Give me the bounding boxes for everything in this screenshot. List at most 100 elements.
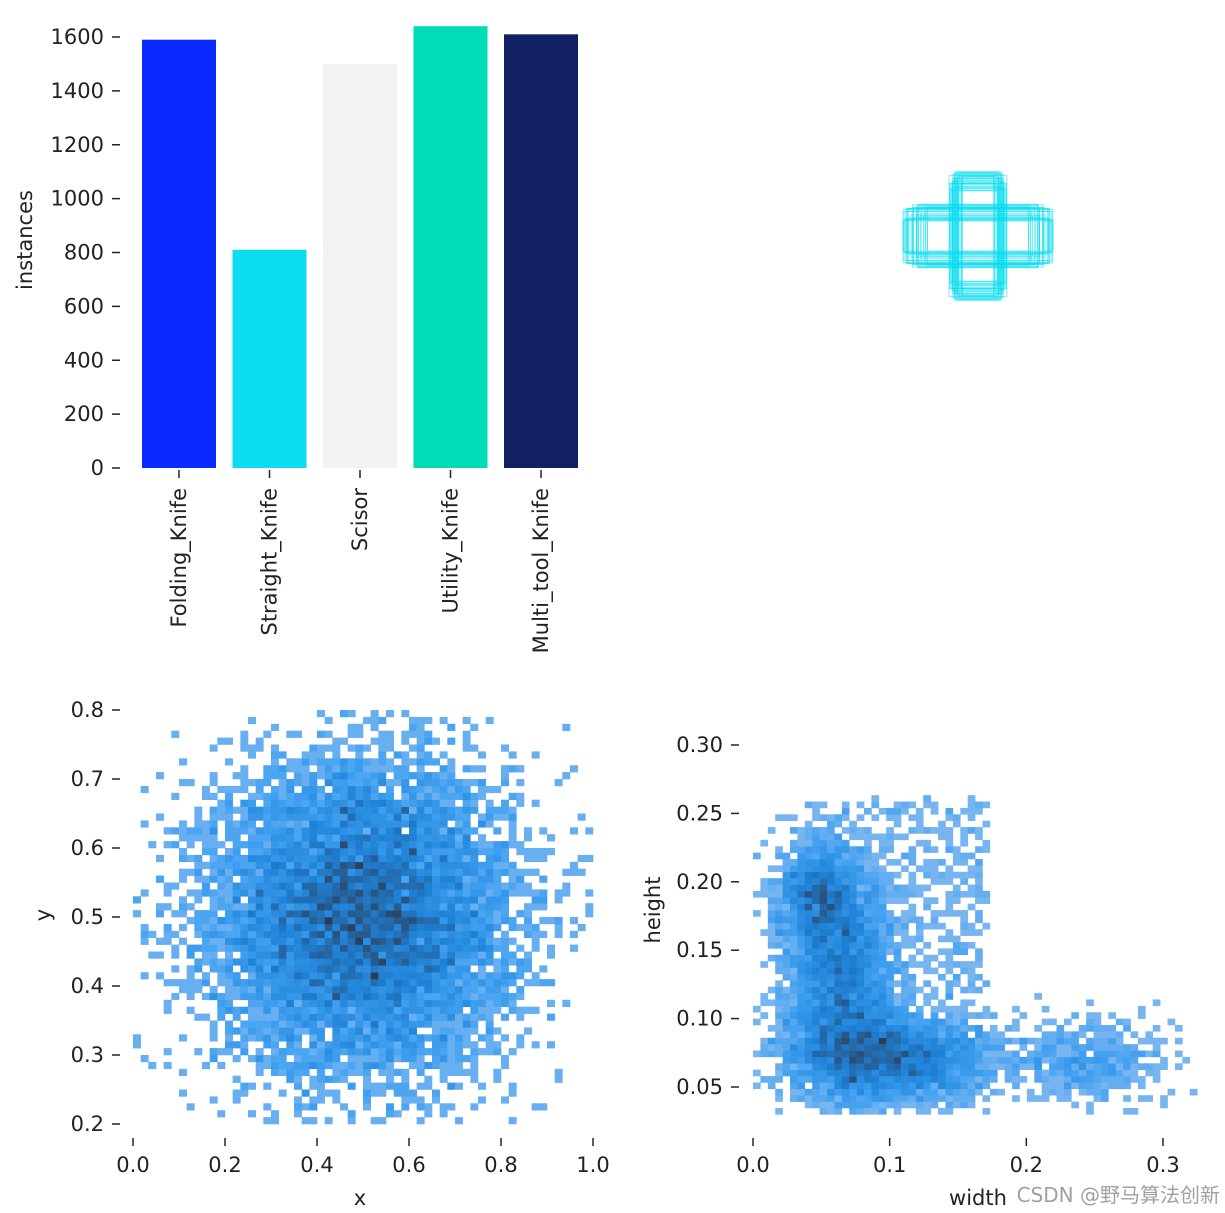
heatmap-cell	[340, 882, 348, 890]
heatmap-cell	[462, 827, 471, 835]
heatmap-cell	[908, 1056, 917, 1064]
heatmap-cell	[1071, 1063, 1080, 1070]
heatmap-cell	[493, 972, 502, 980]
heatmap-cell	[856, 929, 865, 936]
heatmap-cell	[370, 799, 379, 807]
heatmap-cell	[886, 916, 894, 924]
heatmap-cell	[901, 1044, 909, 1051]
heatmap-cell	[834, 1107, 843, 1115]
heatmap-cell	[217, 799, 226, 807]
heatmap-cell	[271, 930, 279, 938]
heatmap-cell	[263, 792, 272, 800]
heatmap-cell	[271, 972, 279, 980]
heatmap-cell	[416, 1096, 425, 1104]
heatmap-cell	[409, 868, 417, 876]
heatmap-cell	[393, 1048, 402, 1056]
heatmap-cell	[812, 929, 820, 936]
heatmap-cell	[455, 1020, 463, 1028]
heatmap-cell	[248, 1020, 256, 1028]
heatmap-cell	[1152, 1063, 1161, 1070]
heatmap-cell	[1012, 1076, 1020, 1083]
heatmap-cell	[782, 973, 791, 981]
heatmap-cell	[217, 785, 226, 794]
heatmap-cell	[271, 806, 279, 814]
heatmap-cell	[945, 1056, 954, 1064]
heatmap-cell	[864, 1037, 872, 1045]
heatmap-cell	[202, 1013, 210, 1021]
heatmap-cell	[393, 868, 402, 876]
heatmap-cell	[915, 1101, 924, 1109]
heatmap-cell	[841, 1088, 850, 1096]
heatmap-cell	[232, 937, 241, 945]
heatmap-cell	[856, 884, 865, 892]
heatmap-cell	[849, 910, 857, 917]
heatmap-cell	[263, 1006, 272, 1014]
heatmap-cell	[416, 958, 425, 966]
heatmap-cell	[470, 903, 479, 911]
heatmap-cell	[878, 839, 887, 847]
heatmap-cell	[508, 972, 517, 980]
heatmap-cell	[1108, 1063, 1117, 1070]
heatmap-cell	[554, 889, 563, 897]
heatmap-cell	[1123, 1095, 1131, 1102]
heatmap-cell	[797, 1018, 806, 1026]
heatmap-cell	[332, 903, 341, 911]
heatmap-cell	[782, 859, 791, 866]
heatmap-cell	[827, 993, 835, 1000]
heatmap-cell	[923, 961, 931, 968]
heatmap-cell	[886, 1044, 894, 1051]
heatmap-cell	[447, 999, 456, 1007]
heatmap-cell	[294, 944, 302, 952]
heatmap-cell	[209, 930, 218, 938]
heatmap-cell	[301, 751, 310, 759]
heatmap-cell	[871, 948, 880, 956]
heatmap-cell	[841, 884, 850, 892]
heatmap-cell	[524, 910, 532, 918]
heatmap-cell	[324, 965, 333, 973]
heatmap-cell	[886, 993, 894, 1000]
heatmap-cell	[967, 871, 976, 879]
heatmap-cell	[209, 820, 218, 828]
heatmap-cell	[140, 785, 149, 794]
heatmap-cell	[386, 854, 394, 863]
heatmap-cell	[355, 1055, 364, 1063]
heatmap-cell	[416, 868, 425, 876]
heatmap-cell	[263, 889, 272, 897]
heatmap-cell	[775, 1031, 783, 1039]
heatmap-cell	[493, 937, 502, 945]
heatmap-cell	[893, 1088, 902, 1096]
heatmap-cell	[363, 1034, 371, 1042]
heatmap-cell	[864, 922, 872, 930]
heatmap-cell	[301, 1048, 310, 1056]
heatmap-cell	[347, 772, 356, 780]
heatmap-cell	[240, 730, 249, 738]
heatmap-cell	[775, 865, 783, 873]
heatmap-cell	[255, 896, 264, 904]
heatmap-cell	[470, 792, 479, 800]
heatmap-cell	[930, 897, 939, 904]
heatmap-cell	[209, 958, 218, 966]
heatmap-cell	[485, 889, 494, 897]
heatmap-cell	[478, 972, 486, 980]
heatmap-cell	[462, 806, 471, 814]
heatmap-cell	[871, 1095, 880, 1102]
heatmap-cell	[952, 1101, 961, 1109]
heatmap-cell	[975, 846, 983, 853]
heatmap-cell	[271, 751, 279, 759]
heatmap-cell	[447, 923, 456, 932]
heatmap-cell	[960, 961, 968, 968]
heatmap-cell	[355, 841, 364, 849]
heatmap-cell	[856, 916, 865, 924]
heatmap-cell	[401, 758, 410, 766]
heatmap-cell	[355, 792, 364, 800]
heatmap-cell	[163, 882, 172, 890]
heatmap-cell	[432, 937, 440, 945]
heatmap-cell	[393, 1089, 402, 1097]
heatmap-cell	[516, 1006, 525, 1014]
heatmap-cell	[447, 958, 456, 966]
heatmap-cell	[1071, 1044, 1080, 1051]
bar-y-tick-label: 200	[64, 402, 104, 426]
heatmap-cell	[827, 954, 835, 962]
heatmap-cell	[294, 951, 302, 959]
heatmap-cell	[493, 854, 502, 863]
